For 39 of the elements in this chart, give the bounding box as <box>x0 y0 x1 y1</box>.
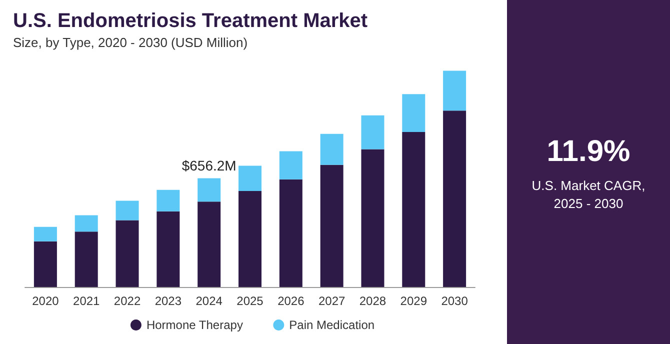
x-tick-label: 2022 <box>114 294 141 308</box>
x-tick-label: 2028 <box>359 294 386 308</box>
x-tick-label: 2026 <box>278 294 305 308</box>
bar <box>198 202 221 287</box>
bar <box>238 191 262 287</box>
bar <box>361 115 384 150</box>
bar <box>361 149 384 287</box>
bar <box>156 211 180 287</box>
x-tick-label: 2029 <box>400 294 428 308</box>
bar <box>116 200 139 220</box>
bar <box>74 232 98 287</box>
x-tick-label: 2030 <box>441 294 468 308</box>
bar <box>198 178 221 202</box>
bar <box>34 226 57 242</box>
annotation: $656.2M <box>182 157 236 174</box>
x-tick-label: 2027 <box>318 294 346 308</box>
bar <box>320 164 344 287</box>
chart-title: U.S. Endometriosis Treatment Market <box>13 10 368 32</box>
bar <box>279 151 302 180</box>
bar <box>156 190 180 212</box>
chart-subtitle: Size, by Type, 2020 - 2030 (USD Million) <box>13 35 248 50</box>
x-tick-label: 2020 <box>32 294 60 308</box>
bar <box>74 215 98 232</box>
x-tick-label: 2024 <box>196 294 223 308</box>
bar <box>116 220 139 287</box>
bar <box>443 110 466 287</box>
bar <box>402 132 426 287</box>
bar <box>279 179 302 287</box>
bar <box>238 166 262 192</box>
legend-label: Hormone Therapy <box>146 318 243 332</box>
x-tick-label: 2021 <box>73 294 100 308</box>
bar <box>402 94 426 132</box>
bar <box>320 134 344 165</box>
legend-label: Pain Medication <box>289 318 375 332</box>
sidebar-panel: 11.9% U.S. Market CAGR, 2025 - 2030 <box>507 0 670 344</box>
x-tick-label: 2025 <box>236 294 264 308</box>
x-tick-label: 2023 <box>154 294 182 308</box>
bar <box>34 241 57 287</box>
bar <box>443 70 466 111</box>
